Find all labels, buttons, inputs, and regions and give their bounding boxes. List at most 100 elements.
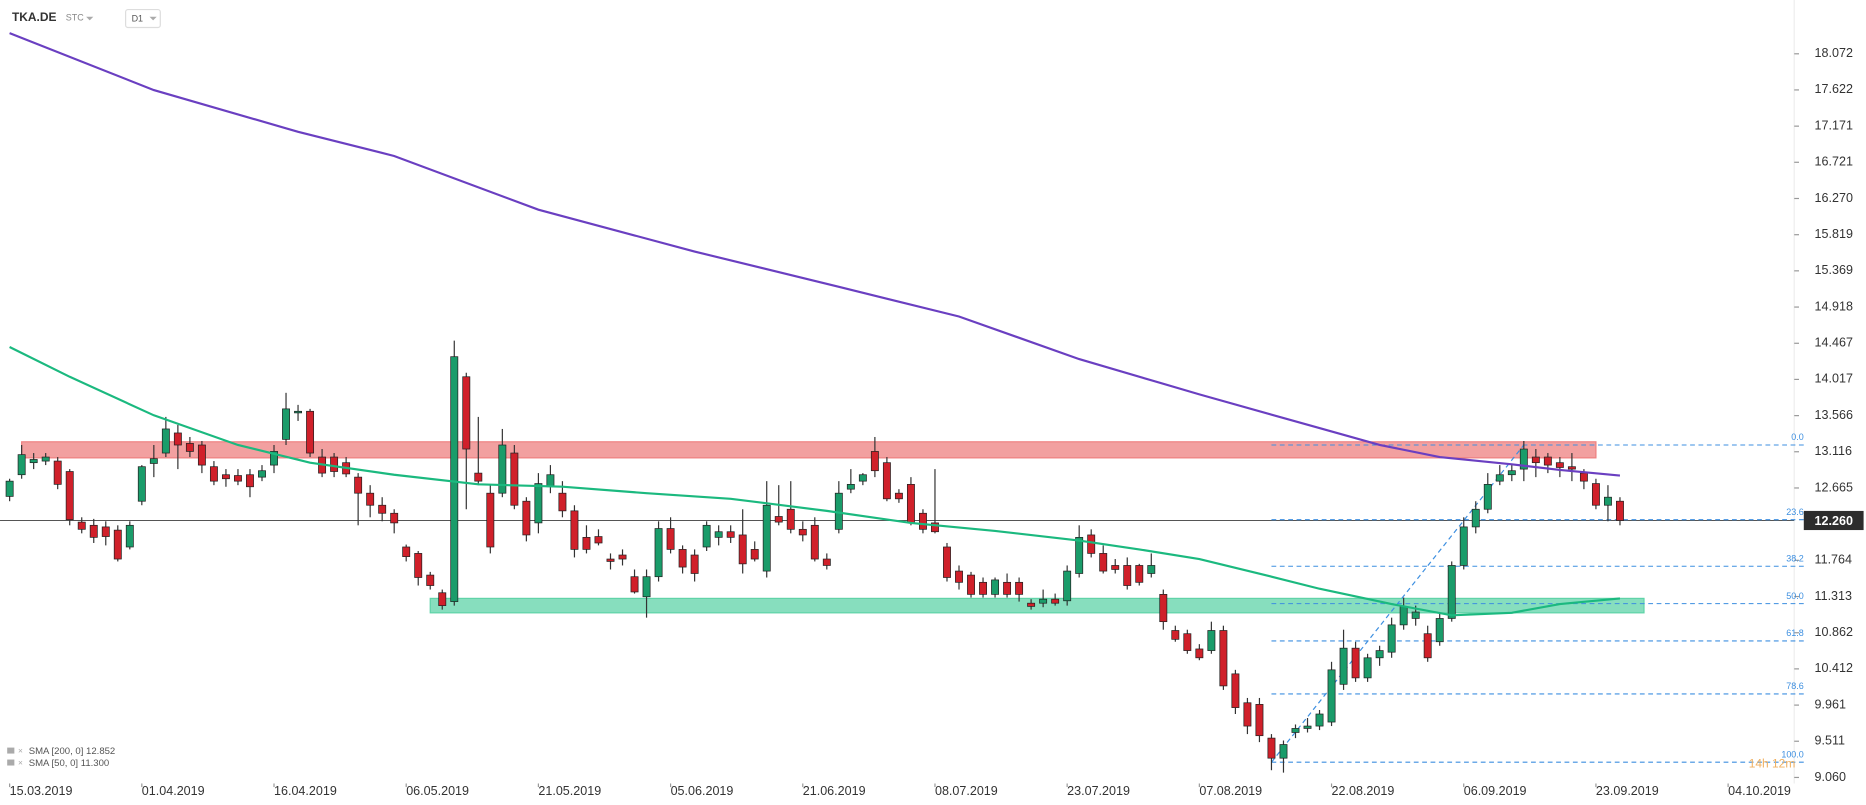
candle-body <box>1063 570 1072 602</box>
candle-body <box>534 483 543 524</box>
candle-body <box>29 459 38 464</box>
candle-body <box>606 558 615 562</box>
candle-body <box>101 526 110 537</box>
candle-body <box>1483 483 1492 510</box>
y-tick-label: 9.961 <box>1815 697 1846 711</box>
candle-body <box>798 528 807 536</box>
candle-body <box>979 581 987 595</box>
candle-body <box>666 528 675 550</box>
candle-body <box>1147 565 1156 574</box>
candle-body <box>149 458 158 464</box>
dropdown-arrow <box>149 16 157 21</box>
symbol: TKA.DE <box>12 10 57 24</box>
fib-label: 0.0 <box>1791 432 1803 442</box>
candle-body <box>654 528 663 578</box>
candle-body <box>1375 650 1384 659</box>
x-tick-label: 23.09.2019 <box>1596 784 1659 798</box>
sma-line <box>9 346 1621 617</box>
y-tick-label: 12.665 <box>1815 480 1853 494</box>
y-tick-label: 16.721 <box>1815 155 1853 169</box>
fib-label: 100.0 <box>1781 749 1803 759</box>
candle-body <box>1123 565 1132 586</box>
candle-body <box>1231 673 1240 708</box>
candle-body <box>486 492 495 548</box>
candle-body <box>1255 704 1264 737</box>
y-tick-label: 17.622 <box>1815 82 1853 96</box>
candle-body <box>258 470 266 478</box>
candle-body <box>702 524 711 548</box>
candle-body <box>89 524 98 538</box>
candle-body <box>41 456 50 462</box>
candle-body <box>1616 500 1624 521</box>
candle-body <box>991 579 1000 595</box>
account-select[interactable]: STC <box>66 12 84 22</box>
candle-body <box>1291 728 1300 733</box>
candle-body <box>1183 633 1192 651</box>
last-price-box <box>1803 510 1864 531</box>
candle-body <box>366 492 375 506</box>
candle-body <box>1363 657 1372 679</box>
legend-name: SMA [50, 0] <box>29 758 78 769</box>
x-tick-label: 06.05.2019 <box>406 784 469 798</box>
candle-body <box>1531 456 1540 464</box>
x-tick-label: 06.09.2019 <box>1464 784 1527 798</box>
candle-body <box>306 410 315 454</box>
y-tick-label: 17.171 <box>1815 118 1853 132</box>
candle-body <box>594 536 603 544</box>
candle-body <box>390 512 399 524</box>
legend-close: × <box>18 745 23 755</box>
candle-body <box>522 500 531 536</box>
x-tick-label: 16.04.2019 <box>274 784 337 798</box>
interval-box[interactable] <box>125 8 161 29</box>
candle-body <box>1159 594 1168 623</box>
candle-body <box>726 531 735 538</box>
candle-body <box>919 512 927 530</box>
candle-body <box>1495 474 1504 482</box>
candle-body <box>1015 581 1024 595</box>
toolbar: TKA.DE STC D1 <box>12 8 161 29</box>
y-tick-label: 10.862 <box>1815 625 1853 639</box>
x-tick-label: 21.05.2019 <box>538 784 601 798</box>
candle-body <box>1075 536 1084 574</box>
candle-body <box>402 546 411 557</box>
candle-body <box>1435 618 1444 643</box>
candle-body <box>1567 466 1576 470</box>
candle-body <box>1351 647 1360 679</box>
candle-body <box>234 475 242 482</box>
candle-body <box>137 466 146 502</box>
candle-body <box>714 531 723 538</box>
fib-label: 78.6 <box>1786 681 1803 691</box>
candle-body <box>1543 456 1552 466</box>
candle-body <box>1591 483 1600 506</box>
candle-body <box>1339 647 1348 685</box>
x-tick-label: 04.10.2019 <box>1728 784 1791 798</box>
interval-select[interactable]: D1 <box>132 14 143 24</box>
candle-body <box>282 408 290 440</box>
candle-body <box>1399 606 1408 626</box>
candle-body <box>185 443 194 452</box>
y-tick-label: 13.566 <box>1815 408 1853 422</box>
candle-body <box>510 452 519 506</box>
legend-close: × <box>18 757 23 767</box>
candle-body <box>378 504 387 514</box>
candle-body <box>1207 630 1216 651</box>
candle-body <box>1219 630 1228 687</box>
candle-body <box>1387 624 1396 653</box>
candle-body <box>858 474 867 482</box>
x-tick-label: 23.07.2019 <box>1067 784 1130 798</box>
candle-body <box>270 451 278 466</box>
candle-body <box>1604 496 1612 506</box>
candle-body <box>1171 630 1180 640</box>
legend-value: 11.300 <box>81 758 110 769</box>
y-tick-label: 11.313 <box>1815 589 1852 603</box>
candle-body <box>786 508 795 530</box>
candle-body <box>1135 565 1144 583</box>
candle-body <box>955 570 963 583</box>
candle-body <box>438 592 447 606</box>
candle-body <box>462 376 471 450</box>
candle-body <box>1051 598 1060 604</box>
x-tick-label: 01.04.2019 <box>142 784 205 798</box>
legend-icon <box>7 747 15 754</box>
candle-body <box>221 474 230 480</box>
candle-body <box>498 444 507 494</box>
